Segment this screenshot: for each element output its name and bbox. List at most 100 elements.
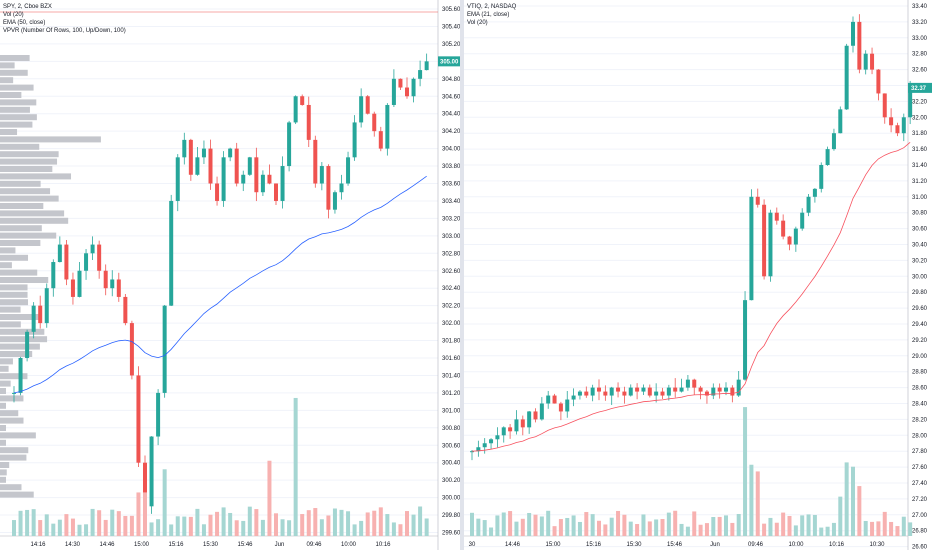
spy-candle-body (254, 157, 259, 193)
vtiq-candle-body (584, 391, 589, 396)
vtiq-price-tick-label: 27.20 (912, 497, 928, 503)
vtiq-candle-body (882, 93, 887, 118)
spy-volume-bar (228, 512, 233, 536)
spy-volume-bar (12, 520, 16, 536)
spy-price-tick-label: 303.40 (442, 199, 460, 205)
spy-legend-symbol[interactable]: SPY, 2, Cboe BZX (3, 4, 52, 10)
spy-price-tick-label: 301.60 (442, 356, 460, 362)
spy-vpvr-row (0, 129, 18, 135)
vtiq-candle-body (635, 387, 640, 392)
spy-candle-body (319, 166, 324, 184)
vtiq-legend-symbol[interactable]: VTIQ, 2, NASDAQ (467, 4, 517, 10)
spy-chart-canvas[interactable]: 305.60 305.40 305.20 305.00 304.80 304.60 304.… (0, 0, 460, 550)
vtiq-candle-body (819, 165, 824, 189)
spy-candle-body (359, 96, 364, 123)
vtiq-candle-body (609, 387, 614, 396)
pane-divider[interactable] (460, 0, 464, 550)
vtiq-chart-canvas[interactable]: 33.4033.2033.0032.8032.6032.4032.2032.00… (464, 0, 932, 550)
vtiq-volume-bar (654, 519, 659, 536)
spy-vpvr-row (0, 373, 28, 380)
vtiq-price-tick-label: 31.60 (912, 147, 928, 153)
spy-vpvr-row (0, 69, 28, 76)
spy-volume-bar (287, 520, 292, 536)
vtiq-candle-body (844, 45, 849, 110)
vtiq-volume-bar (603, 524, 608, 536)
spy-legend-ema[interactable]: EMA (50, close) (3, 20, 46, 26)
spy-time-tick-label: 15:46 (237, 542, 253, 548)
vtiq-price-tick-label: 31.00 (912, 195, 928, 201)
spy-vpvr-row (0, 232, 57, 239)
vtiq-volume-bar (812, 514, 817, 536)
spy-volume-bar (188, 516, 193, 536)
spy-vpvr-row (0, 328, 45, 335)
vtiq-volume-bar (857, 486, 862, 536)
vtiq-last-price-label: 32.37 (911, 86, 927, 92)
spy-volume-bar (25, 509, 30, 536)
spy-vpvr-row (0, 462, 10, 468)
spy-candle-body (84, 253, 89, 271)
vtiq-volume-bar (838, 496, 843, 536)
vtiq-candle-body (857, 21, 862, 70)
vtiq-volume-bar (895, 526, 900, 536)
spy-price-tick-label: 302.60 (442, 269, 460, 275)
vtiq-candle-body (533, 411, 538, 420)
vtiq-volume-bar (819, 527, 824, 536)
spy-candle-body (162, 305, 167, 393)
spy-vpvr-row (0, 166, 53, 172)
vtiq-volume-bar (635, 524, 640, 536)
vtiq-price-tick-label: 32.80 (912, 52, 928, 58)
vtiq-legend-vol[interactable]: Vol (20) (467, 20, 488, 26)
spy-candle-body (332, 192, 337, 210)
spy-vpvr-row (0, 299, 29, 306)
vtiq-volume-bar (590, 514, 595, 536)
spy-vpvr-row (0, 439, 6, 446)
vtiq-volume-bar (476, 518, 481, 536)
spy-legend-vpvr[interactable]: VPVR (Number Of Rows, 100, Up/Down, 100) (3, 28, 126, 34)
spy-candle-body (31, 305, 36, 332)
spy-volume-bar (424, 518, 429, 536)
spy-candle-body (44, 288, 49, 324)
vtiq-volume-bar (889, 521, 894, 536)
vtiq-volume-bar (533, 514, 538, 536)
vtiq-candle-body (851, 21, 855, 46)
vtiq-chart-pane[interactable]: 33.4033.2033.0032.8032.6032.4032.2032.00… (464, 0, 932, 550)
spy-vpvr-row (0, 247, 16, 254)
spy-candle-body (129, 323, 134, 376)
vtiq-volume-bar (730, 522, 735, 536)
spy-price-tick-label: 304.00 (442, 147, 460, 153)
spy-time-tick-label: 15:30 (203, 542, 219, 548)
vtiq-price-tick-label: 28.80 (912, 370, 928, 376)
spy-candle-body (136, 375, 141, 463)
spy-candle-body (143, 462, 147, 507)
vtiq-price-tick-label: 30.60 (912, 227, 928, 233)
spy-volume-bar (18, 510, 23, 536)
vtiq-candle-body (501, 427, 506, 436)
vtiq-candle-body (685, 379, 690, 388)
vtiq-volume-bar (831, 522, 836, 536)
vtiq-price-tick-label: 27.60 (912, 465, 928, 471)
vtiq-volume-bar (616, 510, 621, 536)
vtiq-volume-bar (660, 519, 665, 536)
spy-candle-body (215, 183, 220, 201)
vtiq-volume-bar (470, 512, 474, 536)
spy-volume-bar (110, 509, 115, 536)
spy-vpvr-row (0, 180, 41, 187)
spy-vpvr-row (0, 277, 49, 283)
spy-candle-body (274, 183, 278, 201)
vtiq-candle-body (679, 387, 684, 392)
vtiq-price-tick-label: 28.20 (912, 417, 928, 423)
spy-volume-bar (339, 509, 344, 536)
spy-vpvr-row (0, 314, 40, 320)
spy-chart-pane[interactable]: 305.60 305.40 305.20 305.00 304.80 304.60 304.… (0, 0, 460, 550)
spy-volume-bar (175, 516, 180, 536)
spy-volume-bar (385, 514, 390, 536)
spy-volume-bar (280, 519, 285, 536)
vtiq-legend-ema[interactable]: EMA (21, close) (467, 12, 510, 18)
spy-candle-body (385, 104, 390, 149)
spy-legend-vol[interactable]: Vol (20) (3, 12, 24, 18)
spy-candle-body (352, 122, 357, 158)
spy-vpvr-row (0, 121, 33, 128)
vtiq-price-tick-label: 33.00 (912, 36, 928, 42)
spy-volume-bar (300, 514, 305, 536)
spy-vpvr-row (0, 306, 21, 313)
